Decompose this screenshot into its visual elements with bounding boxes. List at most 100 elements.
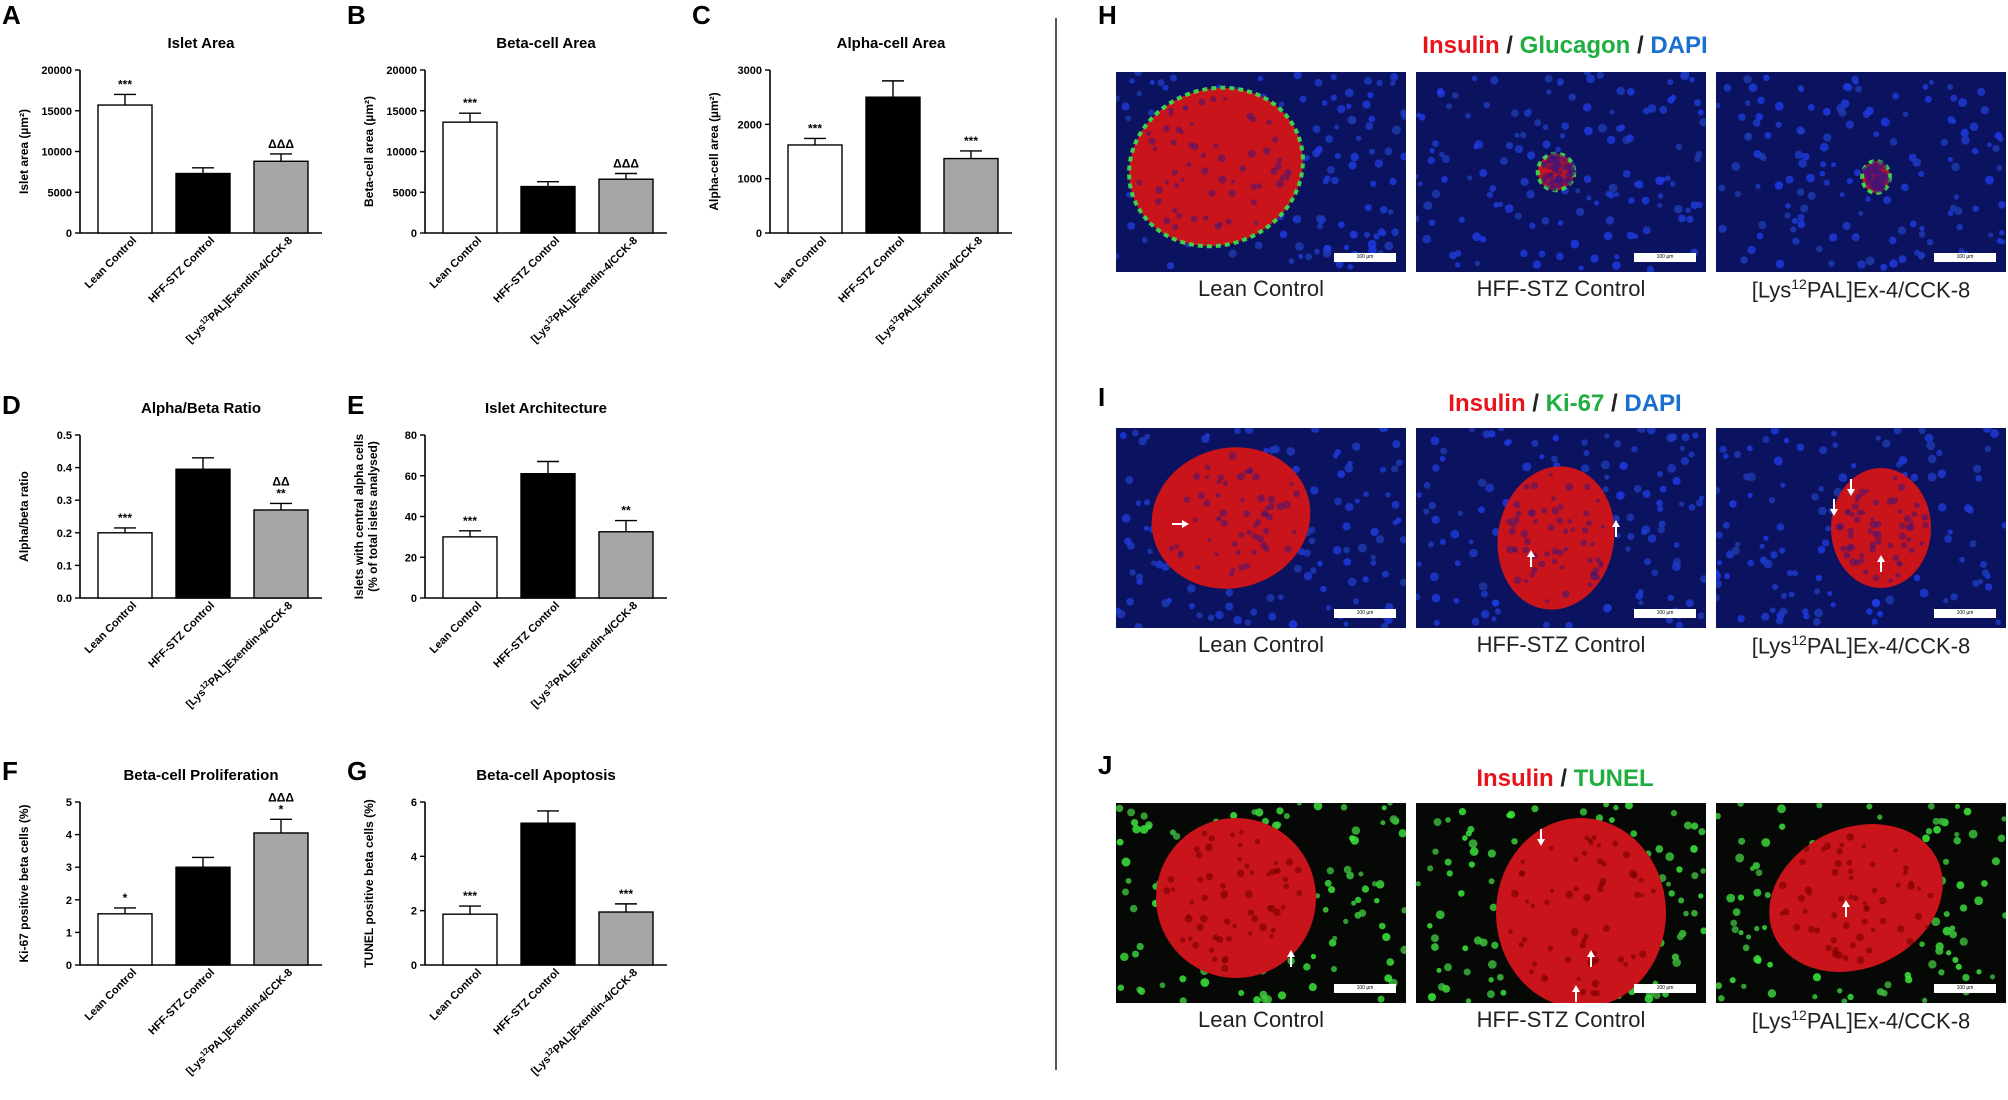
nucleus — [1317, 215, 1326, 225]
y-tick-label: 0 — [66, 960, 72, 972]
islet-cell — [1216, 936, 1224, 943]
nucleus — [1138, 437, 1147, 446]
nucleus — [1352, 598, 1360, 605]
islet-cell — [1282, 876, 1289, 883]
nucleus — [1185, 112, 1193, 121]
nucleus — [1761, 838, 1771, 847]
nucleus — [1657, 193, 1664, 199]
panel-letter: B — [347, 0, 366, 30]
nucleus — [1746, 934, 1752, 940]
nucleus — [1716, 572, 1722, 580]
nucleus — [1632, 233, 1638, 239]
nucleus — [1819, 446, 1828, 455]
nucleus — [1441, 175, 1448, 183]
nucleus — [1263, 447, 1269, 454]
nucleus — [1368, 245, 1377, 255]
nucleus — [1761, 924, 1768, 931]
nucleus — [1823, 842, 1829, 848]
nucleus — [1350, 152, 1359, 162]
islet-cell — [1873, 178, 1881, 187]
nucleus — [1279, 502, 1286, 509]
nucleus — [1889, 479, 1897, 487]
islet-cell — [1587, 582, 1593, 588]
nucleus — [1423, 508, 1430, 515]
nucleus — [1880, 263, 1888, 271]
nucleus — [1311, 428, 1320, 433]
y-tick-label: 0 — [411, 228, 417, 240]
nucleus — [1276, 807, 1284, 815]
nucleus — [1604, 474, 1610, 480]
islet-cell — [1867, 174, 1875, 183]
nucleus — [1851, 462, 1857, 469]
islet-cell — [1590, 990, 1597, 996]
nucleus — [1774, 181, 1784, 190]
category-label: HFF-STZ Control — [146, 967, 217, 1038]
nucleus — [1614, 191, 1620, 197]
nucleus — [1685, 207, 1691, 214]
nucleus — [1542, 140, 1551, 149]
islet-cell — [1887, 542, 1894, 549]
islet-cell — [1193, 473, 1201, 481]
y-tick-label: 5 — [66, 797, 72, 809]
islet-cell — [1550, 151, 1559, 160]
nucleus — [1125, 115, 1132, 122]
y-tick-label: 0.0 — [57, 593, 72, 605]
islet-cell — [1162, 125, 1170, 132]
islet-cell — [1511, 546, 1518, 553]
nucleus — [1871, 169, 1878, 175]
nucleus — [1391, 500, 1400, 509]
nucleus — [1984, 573, 1991, 580]
nucleus — [1569, 888, 1576, 895]
islet-cell — [1254, 519, 1262, 526]
islet-cell — [1847, 527, 1854, 535]
nucleus — [1890, 498, 1896, 504]
nucleus — [1956, 223, 1963, 231]
nucleus — [1672, 558, 1682, 567]
islet-cell — [1256, 535, 1265, 543]
nucleus — [1625, 803, 1633, 810]
nucleus — [1546, 89, 1552, 95]
nucleus — [1722, 453, 1729, 459]
islet-region — [1535, 151, 1577, 193]
nucleus — [1231, 871, 1239, 878]
nucleus — [1326, 867, 1334, 875]
nucleus — [1209, 927, 1219, 937]
nucleus — [1251, 809, 1258, 815]
nucleus — [1509, 940, 1517, 949]
bar — [253, 832, 309, 966]
islet-cell — [1825, 944, 1832, 952]
islet-cell — [1273, 908, 1281, 917]
nucleus — [1651, 944, 1659, 952]
islet-cell — [1639, 950, 1647, 958]
y-tick-label: 0 — [66, 228, 72, 240]
islet-cell — [1863, 905, 1870, 912]
nucleus — [1863, 943, 1872, 952]
islet-cell — [1835, 951, 1844, 960]
nucleus — [1657, 898, 1665, 906]
arrow-head — [1847, 489, 1855, 496]
nucleus — [1293, 865, 1301, 873]
nucleus — [1972, 205, 1979, 212]
nucleus — [1980, 561, 1988, 569]
islet-cell — [1598, 562, 1604, 568]
micrograph-svg — [1716, 803, 2006, 1003]
islet-cell — [1848, 868, 1854, 875]
nucleus — [1997, 834, 2006, 843]
nucleus — [1232, 87, 1239, 94]
islet-cell — [1879, 171, 1888, 179]
islet-cell — [1863, 171, 1870, 178]
nucleus — [1866, 608, 1873, 615]
nucleus — [1178, 550, 1185, 557]
nucleus — [1429, 147, 1435, 154]
nucleus — [1838, 545, 1847, 554]
islet-cell — [1254, 838, 1261, 845]
nucleus — [1857, 260, 1866, 269]
nucleus — [1225, 491, 1235, 501]
nucleus — [1215, 138, 1222, 144]
nucleus — [1266, 940, 1276, 950]
islet-cell — [1839, 842, 1845, 848]
islet-cell — [1840, 545, 1847, 552]
islet-cell — [1260, 541, 1268, 549]
islet-cell — [1835, 523, 1843, 531]
nucleus — [1676, 933, 1684, 941]
